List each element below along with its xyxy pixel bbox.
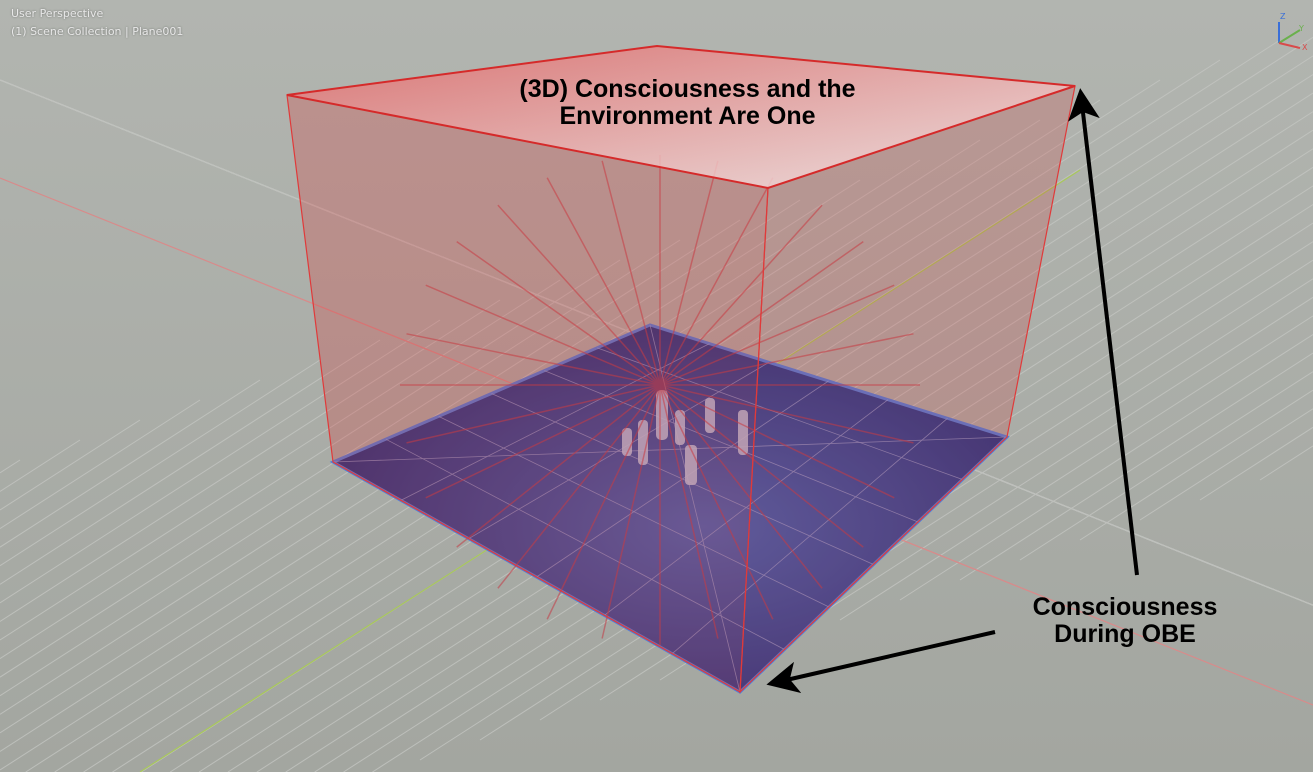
line (1139, 408, 1313, 521)
line (601, 384, 661, 639)
gizmo-x-label: X (1302, 43, 1308, 52)
line (0, 319, 441, 604)
line (659, 384, 895, 499)
line (671, 418, 948, 654)
line (0, 459, 21, 474)
arrow-to-floor (766, 630, 996, 694)
line (497, 384, 661, 589)
arrow-to-top (1067, 88, 1139, 576)
navigation-gizmo[interactable]: Z Y X (1278, 12, 1308, 52)
line (1259, 445, 1313, 481)
line (1199, 426, 1313, 501)
line (0, 259, 621, 659)
line (425, 284, 661, 386)
line (1269, 587, 1313, 606)
gizmo-z-label: Z (1280, 12, 1286, 21)
line (0, 379, 261, 548)
line (839, 315, 1313, 621)
line (0, 419, 141, 511)
consciousness-rays (400, 155, 920, 645)
line (0, 279, 561, 641)
line (497, 204, 661, 386)
line (659, 284, 895, 386)
bottom-annotation-line-1: Consciousness (1032, 593, 1218, 621)
line (456, 240, 661, 386)
human-figures (622, 390, 748, 485)
line (959, 352, 1313, 581)
bottom-annotation: Consciousness During OBE (1000, 594, 1250, 648)
line (659, 204, 823, 386)
top-annotation: (3D) Consciousness and the Environment A… (450, 76, 925, 130)
line (425, 384, 661, 499)
gizmo-y-label: Y (1298, 24, 1304, 33)
line (0, 359, 321, 567)
top-annotation-line-1: (3D) Consciousness and the (519, 75, 856, 103)
line (406, 333, 661, 386)
line (0, 399, 201, 529)
line (659, 333, 914, 386)
line (899, 334, 1313, 601)
line (601, 160, 661, 386)
line (659, 384, 864, 548)
view-name: User Perspective (11, 7, 104, 20)
line (659, 384, 914, 444)
floor-wireframe (332, 324, 1008, 693)
line (659, 177, 774, 386)
line (546, 384, 661, 620)
bottom-annotation-line-2: During OBE (1054, 620, 1196, 648)
line (659, 384, 774, 620)
line (0, 299, 501, 622)
line (0, 339, 381, 585)
line (1079, 389, 1313, 541)
line (659, 384, 823, 589)
line (332, 436, 1008, 463)
collection-info: (1) Scene Collection | Plane001 (11, 25, 184, 38)
line (456, 384, 661, 548)
line (406, 384, 661, 444)
line (546, 177, 661, 386)
line (659, 160, 719, 386)
top-annotation-line-2: Environment Are One (559, 102, 816, 130)
line (0, 439, 81, 492)
line (779, 296, 1313, 641)
line (659, 384, 719, 639)
red-box[interactable] (286, 44, 1076, 694)
line (1019, 371, 1313, 561)
